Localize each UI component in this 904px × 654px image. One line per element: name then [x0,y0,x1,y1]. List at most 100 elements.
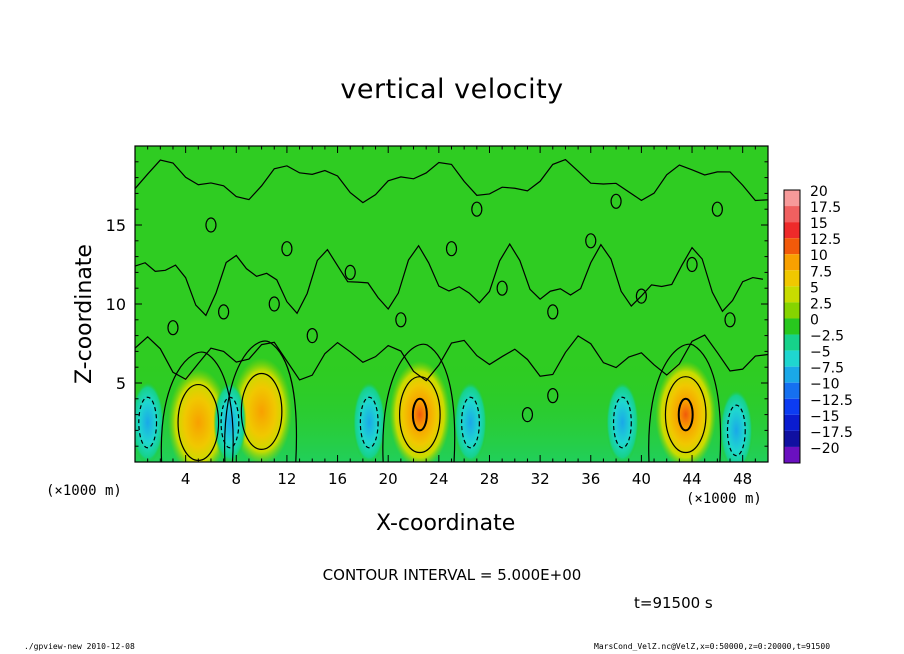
colorbar-label: 20 [810,184,828,200]
colorbar-swatch [784,398,800,415]
contour-blob [306,328,318,344]
x-unit-label-left: (×1000 m) [46,483,122,499]
y-tick-label: 15 [106,216,126,235]
contour-blob [445,241,458,257]
x-unit-label-right: (×1000 m) [686,491,762,507]
downdraft-cell [213,381,247,462]
colorbar-swatch [784,446,800,463]
contour-blob [167,320,179,336]
colorbar-swatch [784,414,800,431]
footer-source: MarsCond_VelZ.nc@VelZ,x=0:50000,z=0:2000… [594,642,831,651]
x-tick-label: 48 [733,470,752,488]
zero-contour [160,351,234,462]
contour-neg5 [726,404,746,457]
contour-blob [724,312,736,328]
zero-contour-midlevel [135,334,768,382]
chart-title: vertical velocity [340,74,564,105]
field-layer [135,146,768,462]
footer-program: ./gpview-new 2010-12-08 [24,642,135,651]
contour-5 [664,376,707,454]
time-stamp: t=91500 s [634,594,713,612]
x-tick-label: 8 [232,470,242,488]
contour-5 [240,372,283,450]
colorbar-swatch [784,254,800,271]
x-tick-label: 32 [531,470,550,488]
colorbar-label: −15 [810,409,840,425]
downdraft-cell [352,381,386,462]
colorbar-swatch [784,238,800,255]
colorbar-label: 5 [810,280,819,296]
contour-blob [635,288,648,304]
contour-blob [496,280,508,296]
contour-neg5 [220,396,240,449]
colorbar-swatch [784,190,800,207]
colorbar-swatch [784,366,800,383]
downdraft-cell [719,389,753,462]
colorbar-label: −12.5 [810,393,853,409]
colorbar-label: 17.5 [810,200,841,216]
zero-contour [382,343,456,462]
colorbar-label: 0 [810,312,819,328]
colorbar-swatch [784,430,800,447]
colorbar-swatch [784,382,800,399]
updraft-cell [389,360,451,462]
updraft-cell [655,360,717,462]
colorbar-swatch [784,222,800,239]
contour-blob [711,201,723,217]
zero-contour [648,343,722,462]
x-tick-label: 40 [632,470,651,488]
contour-blob [344,264,356,280]
downdraft-cell [605,381,639,462]
colorbar-label: −5 [810,345,831,361]
colorbar-frame [783,189,801,464]
contour-blob [395,312,407,328]
colorbar-swatch [784,302,800,319]
x-tick-label: 4 [181,470,191,488]
downdraft-cell [454,381,487,462]
contour-10 [411,397,428,432]
x-tick-label: 24 [429,470,448,488]
colorbar-swatch [784,270,800,287]
colorbar-label: 7.5 [810,264,832,280]
contour-blob [547,304,559,320]
colorbar-label: −20 [810,441,840,457]
colorbar-swatch [784,286,800,303]
contour-blob [547,388,559,404]
y-axis-label: Z-coordinate [72,244,97,384]
downdraft-cell [135,381,165,462]
zero-contour [224,340,298,462]
contour-blob [521,407,534,423]
colorbar-label: 10 [810,248,828,264]
contour-interval-note: CONTOUR INTERVAL = 5.000E+00 [322,566,582,584]
y-tick-label: 10 [106,295,126,314]
zero-contour-upper [135,242,764,317]
x-tick-label: 36 [581,470,600,488]
contour-lines [135,158,768,462]
contour-blob [471,201,483,217]
x-tick-label: 12 [277,470,296,488]
x-tick-label: 28 [480,470,499,488]
contour-neg5 [138,396,158,449]
y-tick-label: 5 [116,374,126,393]
colorbar-swatch [784,206,800,223]
zero-contour-top [135,158,768,204]
contour-blob [610,193,622,209]
contour-blob [218,304,230,320]
contour-blob [585,233,597,249]
x-tick-label: 20 [379,470,398,488]
colorbar: 2017.51512.5107.552.50−2.5−5−7.5−10−12.5… [783,184,853,464]
colorbar-label: −2.5 [810,329,844,345]
contour-neg5 [359,396,379,449]
contour-neg5 [461,396,480,449]
contour-neg5 [612,396,632,449]
contour-10 [677,397,694,432]
colorbar-label: 12.5 [810,232,841,248]
contour-blob [205,217,217,233]
x-tick-label: 44 [682,470,701,488]
x-tick-label: 16 [328,470,347,488]
contour-blob [268,296,280,312]
colorbar-label: 2.5 [810,296,832,312]
colorbar-label: 15 [810,216,828,232]
